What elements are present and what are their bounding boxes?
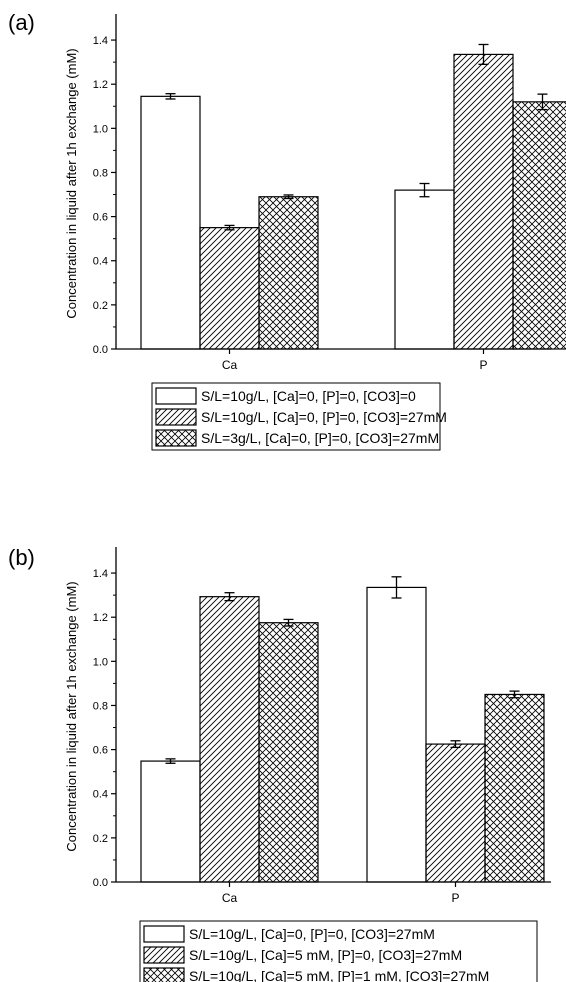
y-tick-label: 0.4 <box>93 256 108 268</box>
y-axis-label: Concentration in liquid after 1h exchang… <box>64 581 79 851</box>
error-bar <box>450 740 461 749</box>
panel-label: (a) <box>8 10 35 35</box>
panel-label: (b) <box>8 545 35 570</box>
legend-label-series-2: S/L=10g/L, [Ca]=5 mM, [P]=0, [CO3]=27mM <box>189 947 462 963</box>
legend-swatch-series-1 <box>155 387 197 405</box>
y-tick-label: 1.4 <box>93 35 108 47</box>
y-tick-label: 0.6 <box>93 745 108 757</box>
x-category-label: Ca <box>222 891 238 905</box>
legend-box <box>151 382 441 451</box>
bar-p-series-2 <box>453 53 514 350</box>
error-bar <box>224 224 235 231</box>
y-tick-label: 0.6 <box>93 212 108 224</box>
legend-swatch-series-3 <box>155 429 197 447</box>
bar-p-series-1 <box>394 189 455 350</box>
legend-label-series-3: S/L=10g/L, [Ca]=5 mM, [P]=1 mM, [CO3]=27… <box>189 968 489 982</box>
bar-ca-series-1 <box>140 95 201 350</box>
error-bar <box>419 182 430 198</box>
panel-b: (b) 0.0 0.2 0.4 0.6 0.8 1.0 1.2 1.4 Ca P Concentrat… <box>8 545 551 982</box>
legend-label-series-1: S/L=10g/L, [Ca]=0, [P]=0, [CO3]=0 <box>201 388 416 404</box>
y-tick-label: 0.2 <box>93 833 108 845</box>
x-category-label: P <box>451 891 459 905</box>
bar-ca-series-2 <box>199 596 260 883</box>
y-tick-label: 0.8 <box>93 700 108 712</box>
y-tick-label: 0.8 <box>93 167 108 179</box>
legend-box <box>139 920 538 982</box>
bar-ca-series-3 <box>258 196 319 350</box>
error-bar <box>509 690 520 699</box>
error-bar <box>283 194 294 200</box>
bar-p-series-3 <box>484 693 545 883</box>
y-axis-label: Concentration in liquid after 1h exchang… <box>64 48 79 318</box>
legend-swatch-series-2 <box>143 946 185 964</box>
y-tick-label: 0.0 <box>93 877 108 889</box>
y-tick-label: 1.2 <box>93 612 108 624</box>
y-tick-label: 0.2 <box>93 300 108 312</box>
y-tick-label: 0.4 <box>93 789 108 801</box>
legend: S/L=10g/L, [Ca]=0, [P]=0, [CO3]=27mM S/L=… <box>139 920 538 982</box>
error-bar <box>537 93 548 111</box>
error-bar <box>165 93 176 100</box>
bar-p-series-1 <box>366 586 427 883</box>
bar-ca-series-1 <box>140 760 201 883</box>
panel-a: (a) 0.0 0.2 0.4 0.6 0.8 1.0 1.2 1.4 Ca P Concentrat… <box>8 10 566 451</box>
legend-label-series-1: S/L=10g/L, [Ca]=0, [P]=0, [CO3]=27mM <box>189 926 435 942</box>
legend: S/L=10g/L, [Ca]=0, [P]=0, [CO3]=0 S/L=10g… <box>151 382 447 451</box>
bar-p-series-3 <box>512 101 566 350</box>
error-bar <box>224 592 235 602</box>
legend-swatch-series-1 <box>143 925 185 943</box>
x-category-label: Ca <box>222 358 238 372</box>
x-category-label: P <box>479 358 487 372</box>
bar-p-series-2 <box>425 743 486 883</box>
y-tick-label: 0.0 <box>93 344 108 356</box>
legend-swatch-series-2 <box>155 408 197 426</box>
legend-label-series-3: S/L=3g/L, [Ca]=0, [P]=0, [CO3]=27mM <box>201 430 439 446</box>
error-bar <box>165 758 176 764</box>
legend-swatch-series-3 <box>143 967 185 982</box>
y-tick-label: 1.0 <box>93 123 108 135</box>
error-bar <box>478 43 489 65</box>
legend-label-series-2: S/L=10g/L, [Ca]=0, [P]=0, [CO3]=27mM <box>201 409 447 425</box>
bar-ca-series-2 <box>199 227 260 350</box>
error-bar <box>391 576 402 599</box>
bar-ca-series-3 <box>258 622 319 883</box>
y-tick-label: 1.4 <box>93 568 108 580</box>
error-bar <box>283 618 294 627</box>
y-tick-label: 1.2 <box>93 79 108 91</box>
y-tick-label: 1.0 <box>93 656 108 668</box>
